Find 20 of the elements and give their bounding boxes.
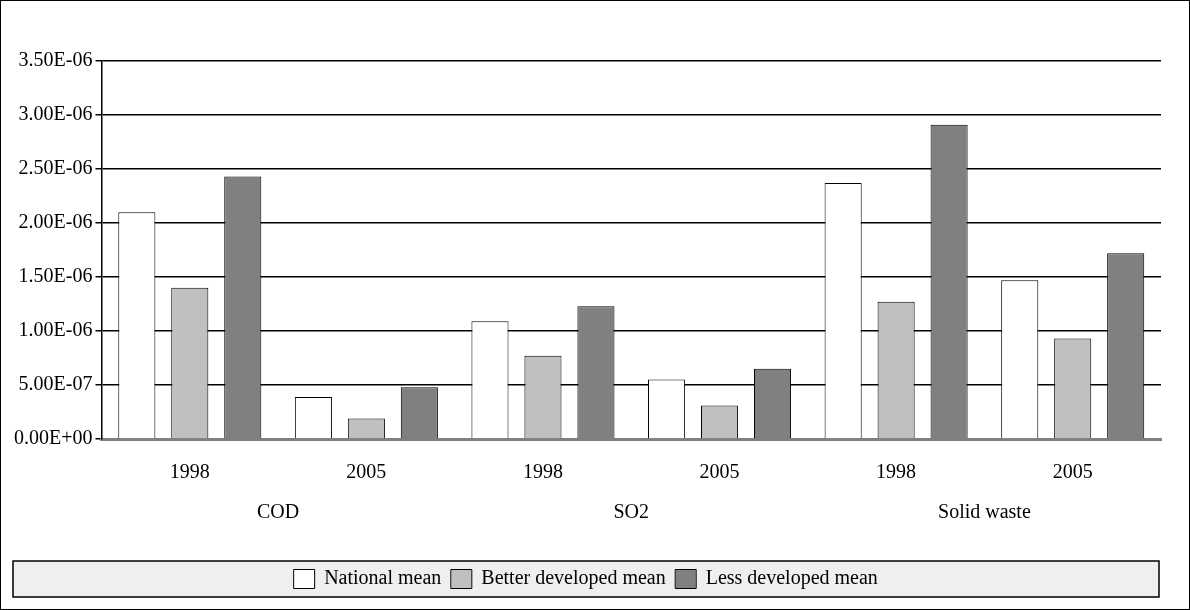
y-tick-label: 1.00E-06 (18, 318, 93, 341)
x-tick-label: 1998 (522, 460, 563, 483)
x-tick-label: 2005 (1052, 460, 1093, 483)
y-tick-label: 2.50E-06 (18, 156, 93, 179)
y-tick-label: 3.00E-06 (18, 102, 93, 125)
text: Solid waste (938, 500, 1031, 523)
y-tick-label: 0.00E+00 (14, 426, 93, 449)
x-tick-label: 2005 (346, 460, 387, 483)
y-tick-label: 2.00E-06 (18, 210, 93, 233)
legend-label: National mean (324, 566, 442, 589)
y-tick-label: 5.00E-07 (18, 372, 93, 395)
y-tick-label: 1.50E-06 (18, 264, 93, 287)
y-tick-label: 3.50E-06 (18, 48, 93, 71)
x-tick-label: 1998 (876, 460, 917, 483)
text: COD (256, 500, 300, 523)
legend-label: Less developed mean (705, 566, 878, 590)
x-tick-label: 1998 (169, 460, 210, 483)
legend-label: Better developed mean (481, 566, 666, 590)
x-tick-label: 2005 (699, 460, 740, 483)
text: SO2 (613, 500, 650, 523)
